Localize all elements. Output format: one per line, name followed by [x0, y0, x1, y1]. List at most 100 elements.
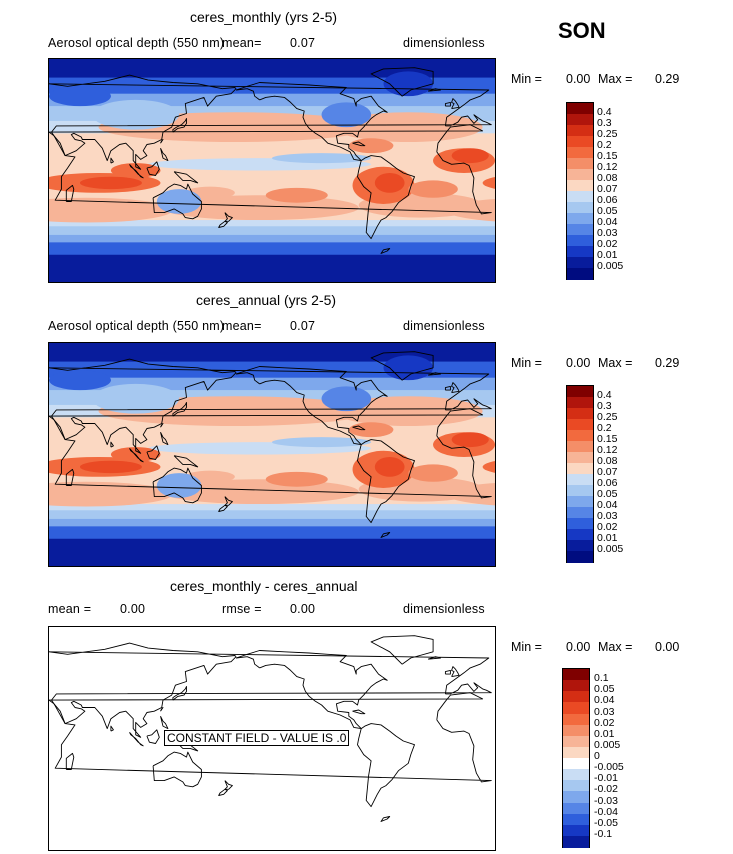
coastline — [224, 780, 233, 790]
coastline — [224, 496, 233, 506]
colorbar-tick-label: 0.04 — [597, 499, 618, 511]
aod-contour — [265, 471, 328, 487]
coastline — [357, 439, 415, 524]
colorbar-tick-label: -0.02 — [594, 783, 618, 796]
colorbar-swatch — [567, 158, 593, 170]
panel3-rmse-label: rmse = — [222, 602, 262, 616]
panel1-colorbar — [566, 102, 594, 280]
colorbar-tick-label: 0.15 — [597, 150, 618, 162]
aod-contour — [348, 138, 394, 154]
constant-field-note: CONSTANT FIELD - VALUE IS .0 — [164, 730, 350, 746]
colorbar-tick-label: 0.01 — [597, 249, 618, 261]
coastline — [51, 656, 492, 738]
colorbar-tick-label: 0.07 — [597, 183, 618, 195]
aod-contour — [408, 464, 458, 482]
season-label: SON — [558, 18, 606, 43]
coastline — [65, 184, 75, 202]
coastline — [236, 88, 260, 101]
coastline — [370, 351, 434, 381]
coastline — [49, 642, 490, 694]
colorbar-tick-label: 0.05 — [597, 205, 618, 217]
colorbar-tick-label: 0.08 — [597, 172, 618, 184]
coastline — [427, 88, 441, 92]
aod-contour — [49, 481, 173, 507]
panel1-min-value: 0.00 — [566, 72, 591, 86]
coastline — [218, 504, 228, 512]
colorbar-swatch — [567, 180, 593, 192]
coastline — [451, 382, 460, 394]
colorbar-swatch — [567, 169, 593, 181]
colorbar-swatch — [563, 758, 589, 770]
colorbar-tick-label: -0.005 — [594, 761, 624, 774]
colorbar-swatch — [567, 246, 593, 258]
coastline — [444, 385, 451, 391]
colorbar-swatch — [563, 769, 589, 781]
colorbar-tick-label: 0.02 — [597, 521, 618, 533]
aod-contour — [408, 180, 458, 198]
coastline — [160, 423, 164, 428]
colorbar-swatch — [563, 746, 589, 759]
colorbar-swatch — [567, 540, 593, 552]
colorbar-tick-label: 0.005 — [594, 738, 621, 751]
panel2-mean-value: 0.07 — [290, 319, 316, 333]
panel1-subtitle: Aerosol optical depth (550 nm) — [48, 36, 225, 50]
colorbar-swatch — [567, 125, 593, 137]
colorbar-swatch — [567, 441, 593, 453]
colorbar-swatch — [567, 191, 593, 203]
colorbar-swatch — [563, 724, 589, 737]
aod-field-layer — [49, 59, 495, 282]
aod-contour — [49, 197, 173, 223]
panel2-colorbar — [566, 385, 594, 563]
panel1-mean-label: mean= — [222, 36, 262, 50]
colorbar-swatch — [567, 147, 593, 159]
coastline — [357, 723, 415, 808]
coastline — [172, 118, 187, 133]
coastline — [146, 445, 160, 460]
colorbar-swatch — [563, 735, 589, 748]
colorbar-tick-label: 0.15 — [597, 433, 618, 445]
coastline — [224, 212, 233, 222]
aod-contour — [79, 460, 142, 474]
colorbar-tick-label: 0.2 — [597, 139, 612, 151]
coastline — [352, 709, 366, 715]
colorbar-swatch — [567, 452, 593, 464]
aod-contour — [272, 437, 372, 448]
colorbar-tick-label: 0 — [594, 750, 600, 762]
colorbar-swatch — [563, 691, 589, 703]
colorbar-tick-label: 0.4 — [597, 106, 612, 118]
panel2-max-value: 0.29 — [655, 356, 680, 370]
colorbar-tick-label: 0.06 — [597, 477, 618, 489]
aod-contour — [383, 71, 434, 97]
coastline — [444, 101, 451, 107]
coastline — [451, 666, 460, 678]
colorbar-tick-label: 0.02 — [594, 716, 615, 729]
colorbar-tick-label: 0.06 — [597, 194, 618, 206]
aod-contour — [321, 102, 372, 128]
coastline — [173, 455, 199, 468]
coastline — [110, 157, 114, 164]
panel2-mean-label: mean= — [222, 319, 262, 333]
aod-contour — [92, 383, 180, 414]
coastline — [51, 372, 492, 454]
colorbar-tick-label: 0.25 — [597, 128, 618, 140]
coastline — [49, 358, 490, 410]
coastline — [160, 715, 169, 730]
colorbar-swatch — [567, 474, 593, 486]
panel1-map — [48, 58, 496, 283]
panel3-max-label: Max = — [598, 640, 633, 654]
colorbar-tick-label: 0.25 — [597, 411, 618, 423]
aod-contour — [156, 189, 202, 214]
aod-contour — [374, 172, 405, 193]
colorbar-swatch — [563, 669, 589, 681]
colorbar-tick-label: -0.1 — [594, 827, 613, 840]
coastline — [235, 82, 388, 162]
coastline — [451, 98, 460, 110]
colorbar-swatch — [563, 824, 589, 837]
coastline — [160, 707, 164, 712]
aod-contour — [156, 473, 202, 498]
colorbar-swatch — [567, 103, 593, 115]
coastline — [427, 372, 441, 376]
aod-contour — [49, 86, 111, 107]
coastline — [380, 248, 391, 254]
panel3-units: dimensionless — [403, 602, 485, 616]
